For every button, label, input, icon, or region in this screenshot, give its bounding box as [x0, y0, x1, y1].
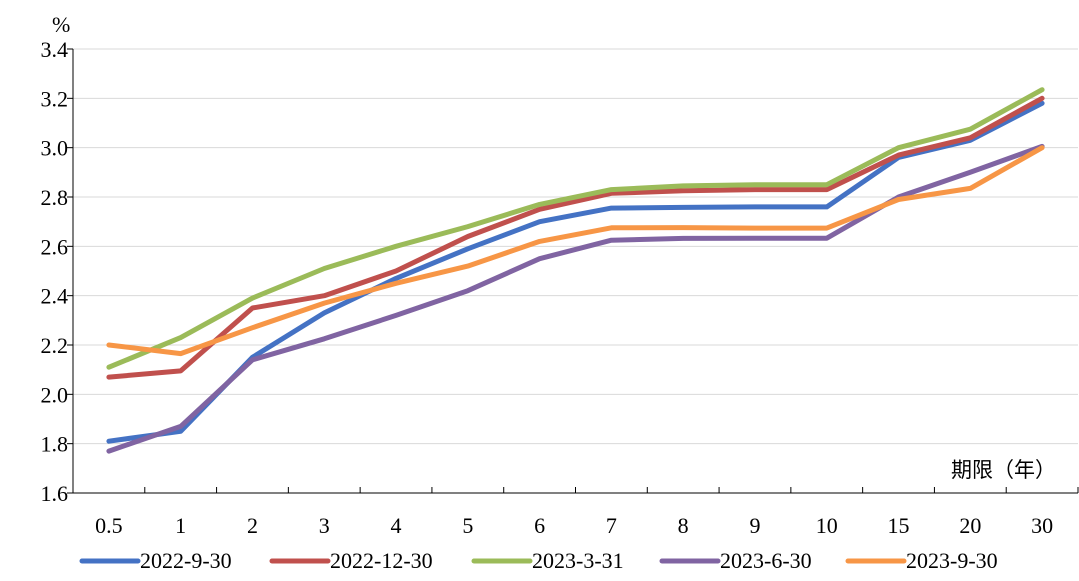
x-tick-label: 4 — [391, 513, 402, 538]
x-tick-label: 9 — [749, 513, 760, 538]
x-tick-label: 20 — [959, 513, 981, 538]
y-tick-label: 2.4 — [41, 284, 69, 309]
y-tick-label: 2.0 — [41, 382, 69, 407]
x-tick-label: 15 — [888, 513, 910, 538]
legend-label: 2023-6-30 — [720, 548, 812, 573]
axes — [67, 48, 1079, 494]
x-tick-label: 8 — [678, 513, 689, 538]
legend-label: 2023-9-30 — [906, 548, 998, 573]
x-tick-label: 30 — [1031, 513, 1053, 538]
y-tick-label: 1.6 — [41, 481, 69, 506]
y-tick-labels: 1.6 1.8 2.0 2.2 2.4 2.6 2.8 3.0 3.2 3.4 — [41, 37, 69, 506]
y-tick-label: 3.0 — [41, 136, 69, 161]
series-lines — [106, 87, 1045, 454]
x-tick-label: 6 — [534, 513, 545, 538]
legend-item: 2023-6-30 — [659, 548, 812, 573]
legend-item: 2022-9-30 — [79, 548, 232, 573]
legend-label: 2023-3-31 — [532, 548, 624, 573]
series-line-2022-9-30 — [106, 100, 1045, 444]
legend-item: 2023-3-31 — [471, 548, 624, 573]
x-axis-label: 期限（年） — [951, 458, 1056, 482]
y-tick-label: 2.2 — [41, 333, 69, 358]
x-tick-labels: 0.5 1 2 3 4 5 6 7 8 9 10 15 20 30 — [95, 513, 1053, 538]
x-tick-label: 5 — [462, 513, 473, 538]
y-tick-label: 3.4 — [41, 37, 69, 62]
legend-item: 2023-9-30 — [845, 548, 998, 573]
series-line-2023-3-31 — [106, 87, 1045, 370]
x-tick-label: 0.5 — [95, 513, 123, 538]
legend-label: 2022-12-30 — [330, 548, 433, 573]
x-tick-label: 1 — [175, 513, 186, 538]
y-tick-label: 3.2 — [41, 86, 69, 111]
x-tick-label: 3 — [319, 513, 330, 538]
y-tick-label: 2.6 — [41, 234, 69, 259]
y-tick-label: 2.8 — [41, 185, 69, 210]
y-axis-unit-label: % — [52, 12, 70, 37]
legend-item: 2022-12-30 — [269, 548, 433, 573]
series-line-2023-9-30 — [106, 145, 1045, 357]
series-line-2022-12-30 — [106, 95, 1045, 380]
x-tick-label: 7 — [606, 513, 617, 538]
y-tick-label: 1.8 — [41, 432, 69, 457]
x-tick-label: 10 — [816, 513, 838, 538]
legend-label: 2022-9-30 — [140, 548, 232, 573]
legend: 2022-9-30 2022-12-30 2023-3-31 2023-6-30 202… — [79, 548, 998, 573]
x-tick-label: 2 — [247, 513, 258, 538]
